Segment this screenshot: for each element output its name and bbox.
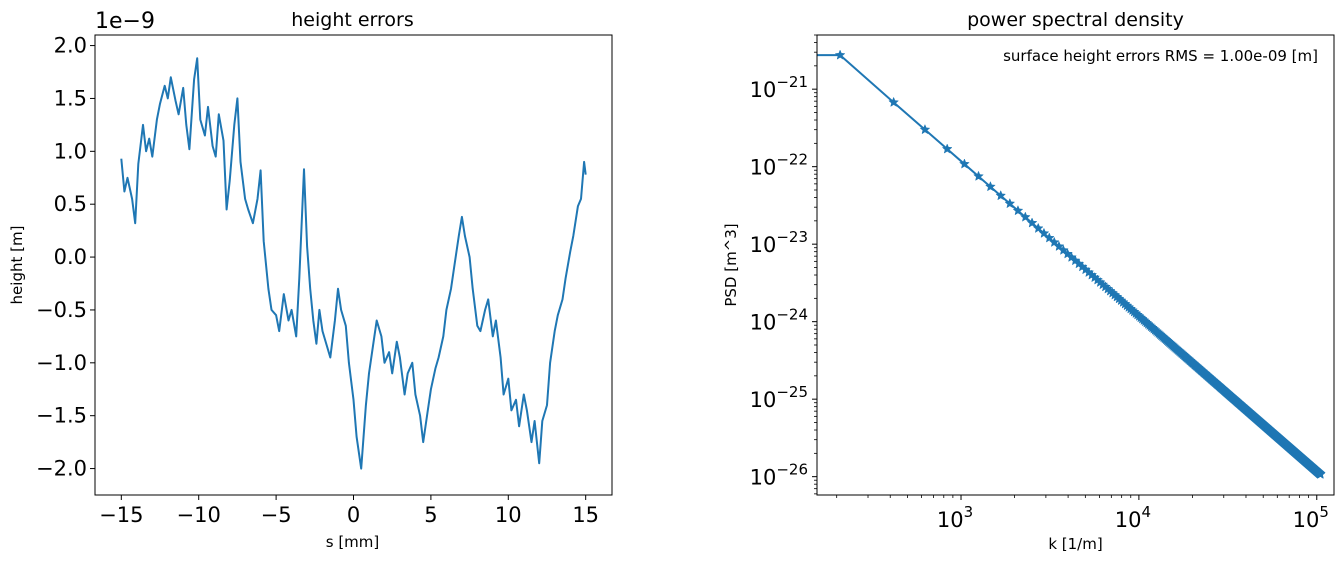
x-tick-label: 15 xyxy=(572,503,599,527)
plot-area xyxy=(816,34,1335,496)
y-tick-label: 10−26 xyxy=(750,461,808,490)
psd-marker xyxy=(1004,197,1016,209)
x-axis-label: s [mm] xyxy=(326,533,380,551)
chart-title: height errors xyxy=(291,9,414,31)
height-errors-chart: height errors 1e−9 −2.0 −1.5 −1.0 −0.5 0.0 0.… xyxy=(8,9,613,551)
y-tick-labels: 10−26 10−25 10−24 10−23 10−22 10−21 xyxy=(750,34,817,495)
psd-marker xyxy=(959,158,970,169)
y-tick-label: 1.0 xyxy=(54,139,87,163)
x-tick-label: −5 xyxy=(261,503,292,527)
psd-markers xyxy=(834,49,1326,479)
x-tick-labels: 103 104 105 xyxy=(836,495,1329,532)
x-tick-label: −15 xyxy=(99,503,143,527)
x-tick-label: 104 xyxy=(1115,503,1151,532)
y-axis-label: PSD [m^3] xyxy=(722,223,740,306)
x-tick-label: −10 xyxy=(177,503,221,527)
x-axis-label: k [1/m] xyxy=(1048,535,1102,553)
psd-marker xyxy=(1048,236,1060,247)
psd-marker xyxy=(985,181,996,192)
y-offset-label: 1e−9 xyxy=(95,9,155,34)
psd-marker xyxy=(1043,232,1055,243)
y-tick-label: 0.0 xyxy=(54,245,87,269)
rms-annotation: surface height errors RMS = 1.00e-09 [m] xyxy=(1003,47,1318,65)
psd-marker xyxy=(1032,222,1044,233)
psd-marker xyxy=(1026,217,1038,228)
y-tick-label: 10−24 xyxy=(750,306,808,335)
y-axis-label: height [m] xyxy=(8,226,26,305)
y-tick-label: −2.0 xyxy=(36,457,87,481)
chart-title: power spectral density xyxy=(967,9,1184,31)
height-line xyxy=(120,57,587,470)
psd-marker xyxy=(1019,211,1031,222)
plot-area xyxy=(94,34,613,496)
x-tick-label: 10 xyxy=(495,503,522,527)
y-tick-label: 10−23 xyxy=(750,228,808,257)
psd-marker xyxy=(1012,205,1024,216)
y-tick-label: 10−22 xyxy=(750,151,808,180)
psd-marker xyxy=(1315,468,1326,479)
y-tick-label: 10−25 xyxy=(750,383,808,412)
x-tick-label: 103 xyxy=(937,503,973,532)
x-tick-labels: −15 −10 −5 0 5 10 15 xyxy=(99,495,599,527)
psd-marker xyxy=(995,190,1007,201)
x-tick-label: 0 xyxy=(347,503,360,527)
x-tick-label: 5 xyxy=(424,503,437,527)
psd-marker xyxy=(888,96,900,107)
psd-marker xyxy=(919,124,931,135)
psd-marker xyxy=(1038,227,1050,238)
y-tick-label: −0.5 xyxy=(36,298,87,322)
psd-chart: power spectral density 10−2610−2510−2410… xyxy=(722,9,1335,553)
x-tick-label: 105 xyxy=(1293,503,1329,532)
psd-marker xyxy=(834,49,846,60)
y-tick-label: 1.5 xyxy=(54,86,87,110)
y-tick-label: −1.0 xyxy=(36,351,87,375)
psd-marker xyxy=(941,143,953,154)
y-tick-label: 2.0 xyxy=(54,34,87,58)
y-tick-label: −1.5 xyxy=(36,404,87,428)
y-tick-label: 0.5 xyxy=(54,192,87,216)
y-tick-labels: −2.0 −1.5 −1.0 −0.5 0.0 0.5 1.0 1.5 2.0 xyxy=(36,34,95,481)
y-tick-label: 10−21 xyxy=(750,73,808,102)
psd-marker xyxy=(973,170,984,181)
